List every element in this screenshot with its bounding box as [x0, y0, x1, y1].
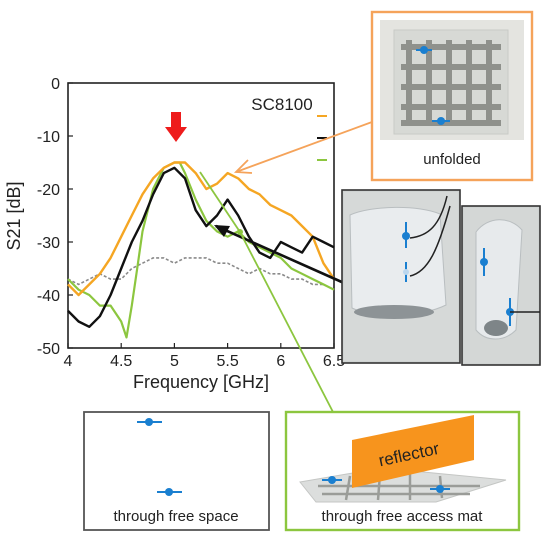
free-space-panel: through free space	[83, 411, 270, 531]
antenna-dot-icon	[137, 418, 162, 426]
y-tick-label: -20	[37, 182, 60, 199]
antenna-dot-icon	[403, 262, 409, 282]
folded-cable-left	[409, 205, 451, 277]
x-axis-ticks: 4 4.5 5 5.5 6 6.5	[64, 343, 345, 370]
free-space-label: through free space	[113, 508, 238, 525]
black-callout-arrowhead	[214, 225, 230, 237]
y-axis-label: S21 [dB]	[4, 181, 24, 250]
free-access-mat-panel: reflector through free access mat	[284, 410, 521, 532]
orange-callout-arrow	[235, 121, 373, 173]
black-callout-arrow	[215, 224, 345, 285]
x-tick-label: 6	[276, 353, 285, 370]
folded-series-line	[67, 166, 335, 328]
reflector-panel	[352, 415, 474, 488]
chart: 4 4.5 5 5.5 6 6.5 0 -10 -20 -30 -40 -50 Frequency …	[4, 76, 345, 392]
folded-mat-left-opening	[354, 305, 434, 319]
free-space-line	[67, 257, 335, 291]
green-callout-line	[239, 231, 334, 413]
x-tick-label: 5.5	[216, 353, 238, 370]
green-callout-line-upper	[199, 171, 241, 233]
antenna-dot-icon	[322, 476, 342, 484]
folded-panels	[341, 189, 541, 366]
mat-grid-pattern	[401, 40, 501, 126]
y-axis-ticks: 0 -10 -20 -30 -40 -50	[37, 76, 73, 358]
mat-flat-grid-pattern	[318, 473, 480, 501]
free-space-series-line	[67, 257, 335, 291]
y-tick-label: -50	[37, 341, 60, 358]
x-tick-label: 4.5	[110, 353, 132, 370]
y-tick-label: -30	[37, 235, 60, 252]
x-tick-label: 6.5	[323, 353, 345, 370]
free-access-mat-series-line	[67, 161, 335, 339]
down-arrow-icon	[165, 112, 187, 142]
legend	[317, 115, 327, 161]
y-tick-label: -10	[37, 129, 60, 146]
reflector: reflector	[352, 415, 474, 488]
free-access-mat-label: through free access mat	[322, 508, 484, 525]
antenna-dot-icon	[432, 117, 450, 125]
free-access-mat-line	[67, 161, 335, 339]
antenna-dot-icon	[402, 222, 410, 248]
free-space-panel-frame	[83, 411, 270, 531]
x-axis-label: Frequency [GHz]	[133, 372, 269, 392]
antenna-dot-icon	[480, 248, 488, 276]
folded-line	[67, 166, 335, 328]
orange-callout-arrowhead	[233, 159, 253, 174]
plot-frame	[67, 82, 335, 349]
unfolded-panel: unfolded	[370, 10, 534, 182]
callout-lines	[199, 121, 373, 413]
x-tick-label: 5	[170, 353, 179, 370]
folded-cable-left-top	[409, 195, 448, 239]
y-tick-label: 0	[51, 76, 60, 93]
unfolded-label: unfolded	[423, 151, 481, 168]
unfolded-line	[67, 161, 335, 297]
antenna-dot-icon	[430, 485, 450, 493]
chart-title: SC8100	[251, 95, 312, 114]
y-tick-label: -40	[37, 288, 60, 305]
x-tick-label: 4	[64, 353, 73, 370]
folded-mat-right-opening	[484, 320, 508, 336]
unfolded-series-line	[67, 161, 335, 297]
antenna-dot-icon	[157, 488, 182, 496]
folded-mat-left	[349, 206, 447, 316]
antenna-dot-icon	[416, 46, 432, 54]
green-callout-anchor	[237, 229, 243, 235]
